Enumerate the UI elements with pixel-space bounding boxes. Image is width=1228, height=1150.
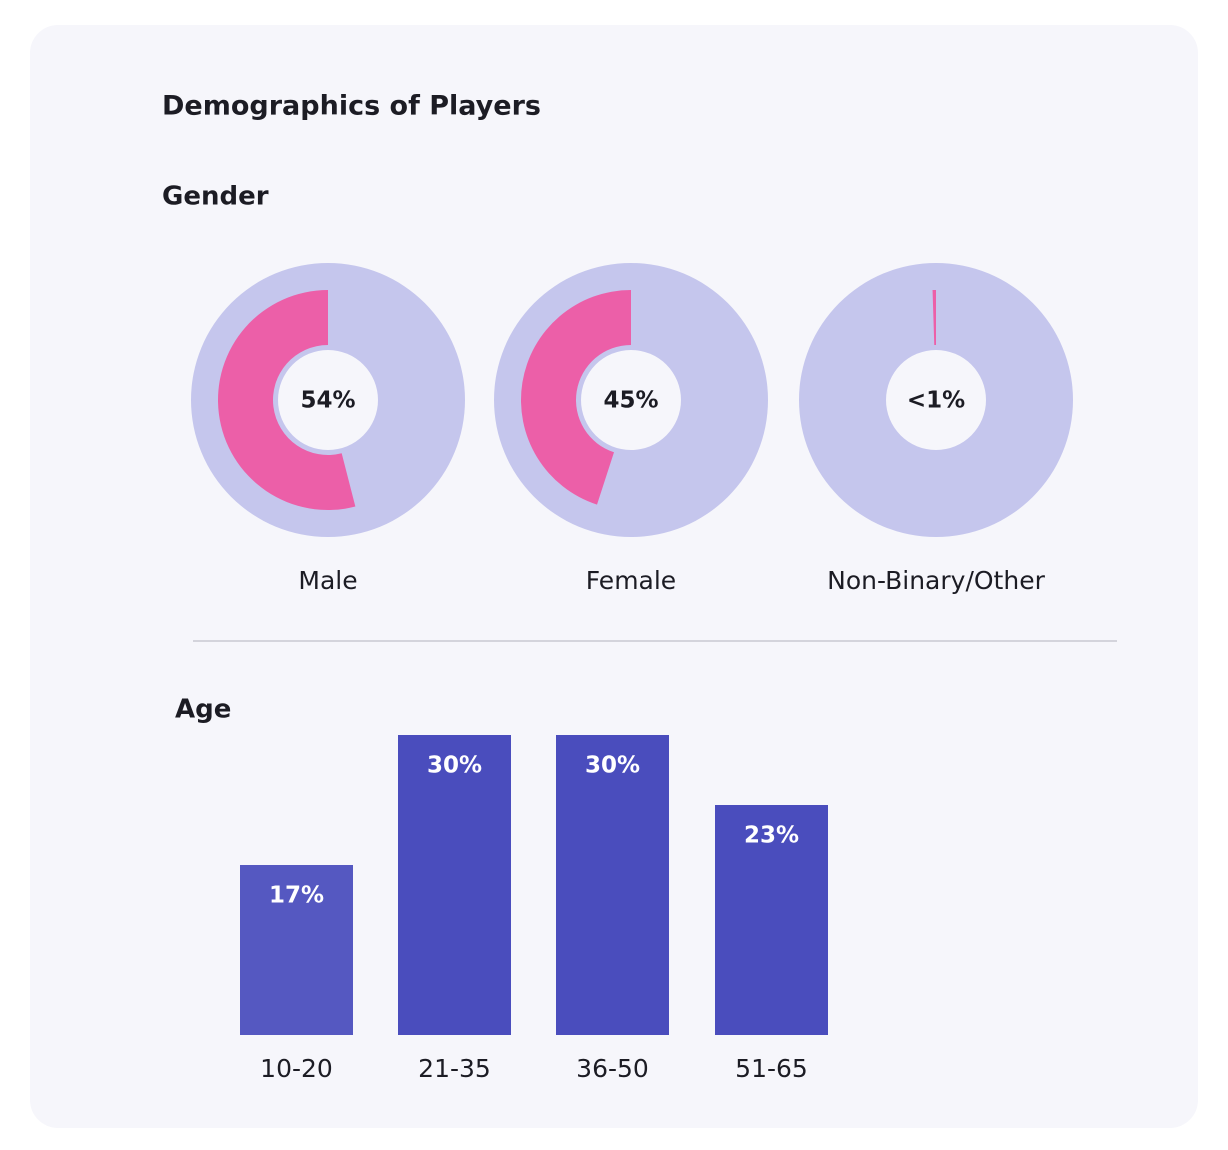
category-label: 10-20: [260, 1054, 333, 1083]
value-label: 23%: [744, 823, 799, 849]
bar: [556, 735, 669, 1035]
category-label: 51-65: [735, 1054, 808, 1083]
category-label: 36-50: [576, 1054, 649, 1083]
category-label: 21-35: [418, 1054, 491, 1083]
bar: [715, 805, 828, 1035]
value-label: <1%: [907, 388, 965, 414]
donut-hole: [581, 350, 681, 450]
donut-segment: [217, 290, 356, 510]
value-label: 30%: [585, 753, 640, 779]
value-label: 30%: [427, 753, 482, 779]
value-label: 54%: [300, 388, 355, 414]
value-label: 17%: [269, 883, 324, 909]
gender-title: Gender: [162, 182, 269, 212]
category-label: Female: [586, 566, 676, 595]
donut-segment: [521, 290, 631, 505]
donut-hole: [886, 350, 986, 450]
category-label: Non-Binary/Other: [827, 566, 1045, 595]
age-title: Age: [175, 695, 231, 725]
bar: [240, 865, 353, 1035]
donut-hole: [278, 350, 378, 450]
value-label: 45%: [603, 388, 658, 414]
category-label: Male: [298, 566, 357, 595]
bar: [398, 735, 511, 1035]
page-title: Demographics of Players: [162, 91, 541, 122]
donut-segment: [932, 290, 936, 346]
